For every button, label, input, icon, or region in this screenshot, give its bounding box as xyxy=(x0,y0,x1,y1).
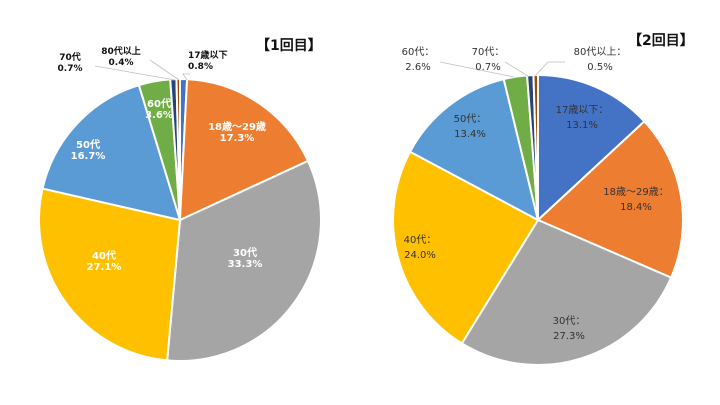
slice-percent-label: 0.7% xyxy=(475,62,500,73)
pie-slice xyxy=(408,77,540,222)
slice-percent-label: 13.4% xyxy=(454,129,486,140)
slice-category-label: 60代 xyxy=(147,97,171,110)
leader-line xyxy=(149,59,180,81)
slice-percent-label: 0.8% xyxy=(188,62,213,72)
slice-category-label: 30代： xyxy=(553,315,586,327)
leader-line xyxy=(182,73,190,81)
slice-category-label: 50代 xyxy=(76,138,100,151)
slice-percent-label: 13.1% xyxy=(566,120,598,131)
slice-percent-label: 2.6% xyxy=(405,62,430,73)
pie-slice xyxy=(166,159,322,362)
slice-category-label: 60代： xyxy=(402,46,435,58)
slice-percent-label: 27.1% xyxy=(87,262,122,273)
chart-title: 【1回目】 xyxy=(256,38,322,54)
slice-percent-label: 0.5% xyxy=(587,62,612,73)
slice-category-label: 80代以上 xyxy=(101,45,141,57)
pie-slice xyxy=(178,78,310,222)
slice-percent-label: 17.3% xyxy=(220,133,255,144)
pie-slice xyxy=(392,150,540,345)
pie-slice xyxy=(537,73,646,223)
slice-category-label: 40代 xyxy=(92,249,116,262)
leader-line xyxy=(439,61,515,78)
slice-percent-label: 33.3% xyxy=(228,259,263,270)
leader-line xyxy=(534,61,565,77)
pie-slice xyxy=(38,187,182,362)
slice-category-label: 80代以上： xyxy=(574,46,627,58)
slice-percent-label: 16.7% xyxy=(71,151,106,162)
pie-chart-round-2: 【2回目】 17歳以下： 13.1% 18歳～29歳： 18.4% 30代： 27.3% 4… xyxy=(392,33,694,366)
leader-line xyxy=(504,61,529,77)
slice-category-label: 30代 xyxy=(233,246,257,259)
slice-percent-label: 18.4% xyxy=(620,202,652,213)
pie-slice xyxy=(536,119,684,279)
leader-line xyxy=(94,65,176,81)
slice-category-label: 70代 xyxy=(59,51,81,63)
slice-category-label: 18歳～29歳 xyxy=(208,120,266,133)
pie-slice xyxy=(460,218,673,366)
slice-category-label: 17歳以下： xyxy=(556,104,609,116)
slice-category-label: 17歳以下 xyxy=(188,49,228,61)
slice-category-label: 50代： xyxy=(454,113,487,125)
slice-percent-label: 0.4% xyxy=(109,58,134,68)
slice-percent-label: 24.0% xyxy=(404,250,436,261)
chart-title: 【2回目】 xyxy=(628,33,694,49)
pie-slice xyxy=(41,83,182,222)
slice-category-label: 18歳～29歳： xyxy=(603,186,668,198)
slice-percent-label: 3.6% xyxy=(145,110,173,121)
slice-percent-label: 27.3% xyxy=(553,331,585,342)
slice-percent-label: 0.7% xyxy=(58,64,83,74)
slice-category-label: 40代： xyxy=(404,234,437,246)
slice-category-label: 70代： xyxy=(472,46,505,58)
